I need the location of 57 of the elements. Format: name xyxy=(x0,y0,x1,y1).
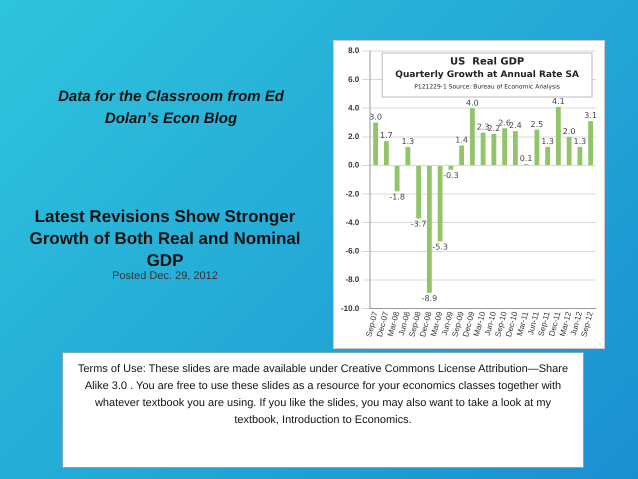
data-label: 2.5 xyxy=(530,120,544,129)
y-tick-label: -8.0 xyxy=(345,275,360,284)
data-label: 3.0 xyxy=(369,112,382,122)
y-tick-label: -10.0 xyxy=(341,304,360,313)
data-label: 1.7 xyxy=(380,131,393,140)
data-label: 2.3 xyxy=(476,122,490,132)
y-tick-label: -2.0 xyxy=(345,189,360,198)
bar xyxy=(491,134,496,165)
data-label: -1.8 xyxy=(389,192,405,202)
data-label: 2.0 xyxy=(562,126,576,136)
bar xyxy=(448,166,454,170)
bar xyxy=(556,106,561,165)
text: Latest Revisions Show Stronger Growth of Both Real and Nominal GDP xyxy=(28,206,302,271)
data-label: -8.9 xyxy=(422,294,438,303)
y-tick-label: 8.0 xyxy=(348,46,360,56)
bar xyxy=(416,166,422,218)
data-label: -5.3 xyxy=(432,242,448,252)
data-label: 4.1 xyxy=(552,96,565,106)
bar xyxy=(405,146,410,165)
data-label: 1.3 xyxy=(401,136,414,146)
data-label: 1.3 xyxy=(541,136,554,146)
bar xyxy=(426,166,432,293)
data-label: 2.4 xyxy=(509,121,522,130)
bar xyxy=(394,166,400,192)
y-tick-label: 4.0 xyxy=(348,103,360,112)
bar xyxy=(588,121,594,165)
bar xyxy=(459,145,464,165)
y-tick-label: 6.0 xyxy=(348,74,360,84)
data-label: 4.0 xyxy=(466,98,479,108)
text: Quarterly Growth at Annual Rate SA xyxy=(395,70,579,80)
bar xyxy=(577,146,582,165)
y-tick-label: -6.0 xyxy=(345,246,360,256)
data-label: 1.4 xyxy=(455,136,468,145)
bar xyxy=(512,131,518,165)
data-label: 2.6 xyxy=(498,118,511,128)
bar xyxy=(480,132,486,165)
y-tick-label: -4.0 xyxy=(345,218,360,227)
data-label: 2.2 xyxy=(488,124,500,134)
data-label: 1.3 xyxy=(574,136,586,146)
bar xyxy=(384,141,389,165)
bar xyxy=(566,136,572,165)
data-label: -3.7 xyxy=(410,220,426,229)
data-label: 3.1 xyxy=(584,111,597,120)
data-label: 0.1 xyxy=(520,154,532,164)
text: US Real GDP xyxy=(450,56,524,68)
y-tick-label: 2.0 xyxy=(348,132,360,142)
bar xyxy=(534,130,540,165)
bar xyxy=(502,128,508,165)
bar xyxy=(438,166,443,242)
data-label: -0.3 xyxy=(443,170,459,180)
text: Data for the Classroom from Ed Dolan’s Econ Blog xyxy=(57,87,286,129)
y-tick-label: 0.0 xyxy=(348,160,360,170)
text: Terms of Use: These slides are made available under Creative Commons License Attribution—Share Alike 3.0 . You are free to use these slides as a resource for your economics classes together with whatever textbook you are using. If you like the slides, you may also want to take a look at my textbook, Introduction to Economics. xyxy=(62,352,584,468)
bar xyxy=(373,122,378,165)
text: Posted Dec. 29, 2012 xyxy=(111,270,219,282)
bar xyxy=(545,146,550,165)
bar xyxy=(470,108,475,165)
